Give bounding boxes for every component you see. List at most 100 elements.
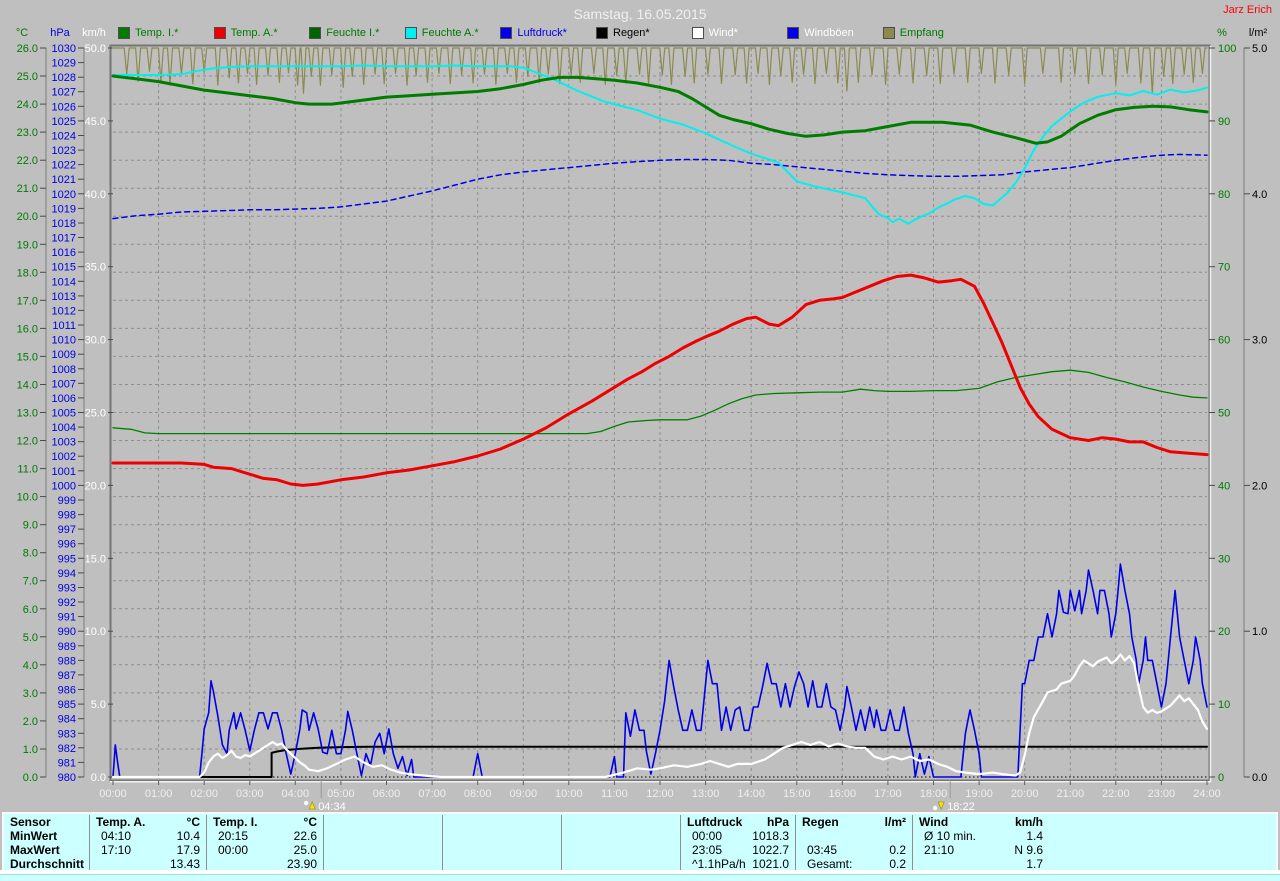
wind-cell-content: 1.7 xyxy=(919,857,1043,871)
hpa-tick-label: 984 xyxy=(58,714,76,726)
temp_c-tick-label: 20.0 xyxy=(17,211,38,223)
pct-tick-label: 10 xyxy=(1218,699,1230,711)
lm2-tick-label: 2.0 xyxy=(1252,480,1267,492)
hpa-tick-label: 993 xyxy=(58,583,76,595)
kmh-tick-label: 30.0 xyxy=(85,335,106,347)
hpa-tick-label: 1019 xyxy=(52,203,76,215)
table-value: 0.2 xyxy=(889,843,906,857)
axis-header-wind: km/h xyxy=(82,27,106,39)
temp_c-tick-label: 26.0 xyxy=(17,43,38,55)
temp_c-tick-label: 12.0 xyxy=(17,436,38,448)
kmh-tick-label: 20.0 xyxy=(85,480,106,492)
kmh-tick-label: 5.0 xyxy=(91,699,106,711)
table-row-header: MaxWert xyxy=(4,843,90,857)
hpa-tick-label: 1015 xyxy=(52,262,76,274)
hpa-tick-label: 1029 xyxy=(52,58,76,70)
hpa-tick-label: 1005 xyxy=(52,408,76,420)
bottom-strip xyxy=(0,874,1280,881)
hpa-tick-label: 990 xyxy=(58,626,76,638)
table-header-text: Luftdruck xyxy=(687,815,743,829)
table-row-header: Sensor xyxy=(4,815,90,829)
temp_c-tick-label: 15.0 xyxy=(17,351,38,363)
x-tick-label: 15:00 xyxy=(783,788,811,800)
legend-swatch xyxy=(787,27,800,39)
x-tick-label: 03:00 xyxy=(236,788,264,800)
table-header-text: Temp. A. xyxy=(96,815,146,829)
x-tick-label: 20:00 xyxy=(1011,788,1039,800)
page-title: Samstag, 16.05.2015 xyxy=(573,6,707,22)
lm2-tick-label: 0.0 xyxy=(1252,772,1267,784)
hpa-tick-label: 982 xyxy=(58,743,76,755)
pct-tick-label: 30 xyxy=(1218,553,1230,565)
legend-swatch xyxy=(118,27,130,39)
kmh-tick-label: 0.0 xyxy=(91,772,106,784)
table-value: 1021.0 xyxy=(752,857,789,871)
legend-label: Temp. A.* xyxy=(230,27,278,39)
kmh-tick-label: 40.0 xyxy=(85,189,106,201)
table-cell xyxy=(443,815,562,829)
table-header-text: Regen xyxy=(802,815,839,829)
legend-label: Windböen xyxy=(804,27,854,39)
legend-item-luftdruck: Luftdruck* xyxy=(500,26,567,40)
legend-swatch xyxy=(691,27,704,39)
hpa-tick-label: 987 xyxy=(58,670,76,682)
hpa-tick-label: 980 xyxy=(58,772,76,784)
wind-cell-content: Ø 10 min. 1.4 xyxy=(919,829,1043,843)
table-cell: Wind km/h xyxy=(913,815,1280,829)
x-tick-label: 18:00 xyxy=(920,788,948,800)
hpa-tick-label: 999 xyxy=(58,495,76,507)
table-cell: Luftdruck hPa xyxy=(681,815,796,829)
hpa-tick-label: 1003 xyxy=(52,437,76,449)
table-cell: 03:45 0.2 xyxy=(796,843,913,857)
temp_c-tick-label: 2.0 xyxy=(23,716,38,728)
table-value: 1018.3 xyxy=(752,829,789,843)
legend-label: Temp. I.* xyxy=(135,27,179,39)
sunrise-marker-sun-icon xyxy=(304,800,309,806)
series-luftdruck xyxy=(112,153,1208,220)
stats-table: Sensor Temp. A. °C Temp. I. °C Luftdruck hPa Re… xyxy=(2,812,1278,874)
table-cell: 13.43 xyxy=(90,857,207,871)
legend-swatch xyxy=(309,27,322,39)
table-cell: 23:05 1022.7 xyxy=(681,843,796,857)
x-tick-label: 21:00 xyxy=(1057,788,1085,800)
sunrise-marker-time: 04:34 xyxy=(318,801,346,813)
temp_c-tick-label: 7.0 xyxy=(23,576,38,588)
pct-tick-label: 100 xyxy=(1218,43,1236,55)
sunset-marker-time: 18:22 xyxy=(947,801,975,813)
x-tick-label: 19:00 xyxy=(965,788,993,800)
x-tick-label: 08:00 xyxy=(464,788,492,800)
kmh-tick-label: 35.0 xyxy=(85,262,106,274)
hpa-tick-label: 1027 xyxy=(52,87,76,99)
table-value: 17:10 xyxy=(101,843,132,857)
legend-label: Luftdruck* xyxy=(517,27,567,39)
table-value: 23:05 xyxy=(692,843,723,857)
legend-swatch xyxy=(500,27,513,39)
hpa-tick-label: 1000 xyxy=(52,480,76,492)
pct-tick-label: 90 xyxy=(1218,116,1230,128)
series-feuchte-i xyxy=(112,369,1208,435)
temp_c-tick-label: 23.0 xyxy=(17,127,38,139)
lm2-tick-label: 3.0 xyxy=(1252,335,1267,347)
table-cell: 04:10 10.4 xyxy=(90,829,207,843)
temp_c-tick-label: 9.0 xyxy=(23,520,38,532)
table-value: N 9.6 xyxy=(1014,843,1043,857)
table-cell: Temp. A. °C xyxy=(90,815,207,829)
table-cell xyxy=(443,843,562,857)
temp_c-tick-label: 10.0 xyxy=(17,492,38,504)
table-cell xyxy=(324,843,443,857)
table-cell: Temp. I. °C xyxy=(207,815,324,829)
x-tick-label: 09:00 xyxy=(510,788,538,800)
kmh-tick-label: 25.0 xyxy=(85,408,106,420)
table-cell: 00:00 1018.3 xyxy=(681,829,796,843)
pct-tick-label: 40 xyxy=(1218,480,1230,492)
temp_c-tick-label: 21.0 xyxy=(17,183,38,195)
temp_c-tick-label: 24.0 xyxy=(17,99,38,111)
x-tick-label: 02:00 xyxy=(190,788,218,800)
kmh-tick-label: 50.0 xyxy=(85,43,106,55)
x-tick-label: 06:00 xyxy=(373,788,401,800)
hpa-tick-label: 1024 xyxy=(52,131,76,143)
x-tick-label: 13:00 xyxy=(692,788,720,800)
table-cell xyxy=(562,829,681,843)
table-value: 23.90 xyxy=(286,857,317,871)
